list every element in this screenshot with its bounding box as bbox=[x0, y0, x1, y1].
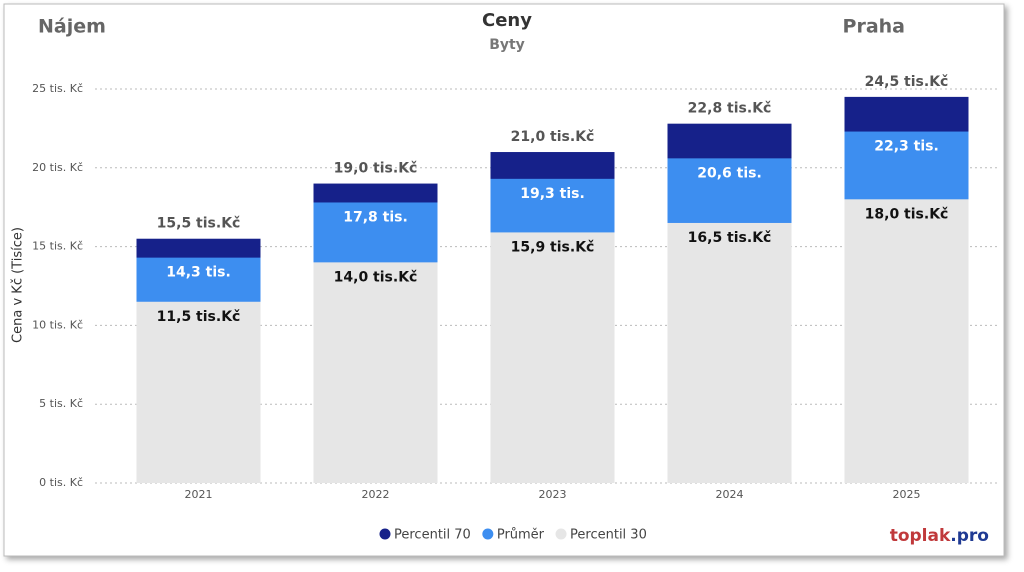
brand: toplak.pro bbox=[890, 526, 989, 546]
legend-marker bbox=[555, 528, 567, 540]
data-label: 19,3 tis. bbox=[520, 186, 585, 202]
data-label: 24,5 tis.Kč bbox=[865, 74, 949, 90]
data-label: 16,5 tis.Kč bbox=[688, 230, 772, 246]
brand-name: toplak bbox=[890, 526, 951, 546]
y-tick-label: 5 tis. Kč bbox=[39, 397, 83, 410]
y-tick-label: 15 tis. Kč bbox=[32, 240, 83, 253]
chart-title: Ceny bbox=[482, 10, 532, 31]
data-label: 14,0 tis.Kč bbox=[334, 269, 418, 285]
data-label: 15,5 tis.Kč bbox=[157, 216, 241, 232]
corner-right: Praha bbox=[843, 16, 905, 38]
legend: Percentil 70 Průměr Percentil 30 bbox=[379, 528, 647, 543]
data-label: 19,0 tis.Kč bbox=[334, 161, 418, 177]
y-tick-label: 25 tis. Kč bbox=[32, 82, 83, 95]
x-tick-label: 2025 bbox=[893, 488, 921, 501]
x-tick-label: 2023 bbox=[539, 488, 567, 501]
data-label: 22,8 tis.Kč bbox=[688, 101, 772, 117]
bar bbox=[844, 199, 969, 483]
y-tick-label: 10 tis. Kč bbox=[32, 318, 83, 331]
legend-label: Percentil 30 bbox=[570, 528, 647, 543]
data-label: 14,3 tis. bbox=[166, 265, 231, 281]
data-label: 15,9 tis.Kč bbox=[511, 239, 595, 255]
data-label: 20,6 tis. bbox=[697, 165, 762, 181]
chart-subtitle: Byty bbox=[489, 37, 525, 53]
data-label: 21,0 tis.Kč bbox=[511, 129, 595, 145]
x-tick-label: 2021 bbox=[185, 488, 213, 501]
bar bbox=[313, 262, 438, 483]
brand-suffix: .pro bbox=[950, 526, 989, 546]
bar bbox=[136, 301, 261, 483]
y-tick-label: 20 tis. Kč bbox=[32, 161, 83, 174]
y-axis-label: Cena v Kč (Tisíce) bbox=[11, 227, 26, 343]
x-tick-label: 2022 bbox=[362, 488, 390, 501]
legend-marker bbox=[379, 528, 391, 540]
data-label: 18,0 tis.Kč bbox=[865, 206, 949, 222]
data-label: 11,5 tis.Kč bbox=[157, 309, 241, 325]
y-tick-label: 0 tis. Kč bbox=[39, 476, 83, 489]
bar bbox=[667, 222, 792, 483]
corner-left: Nájem bbox=[38, 16, 106, 38]
legend-label: Průměr bbox=[497, 528, 545, 543]
x-tick-label: 2024 bbox=[716, 488, 744, 501]
data-label: 22,3 tis. bbox=[874, 139, 939, 155]
legend-label: Percentil 70 bbox=[394, 528, 471, 543]
bar bbox=[490, 232, 615, 483]
data-label: 17,8 tis. bbox=[343, 209, 408, 225]
legend-marker bbox=[482, 528, 494, 540]
